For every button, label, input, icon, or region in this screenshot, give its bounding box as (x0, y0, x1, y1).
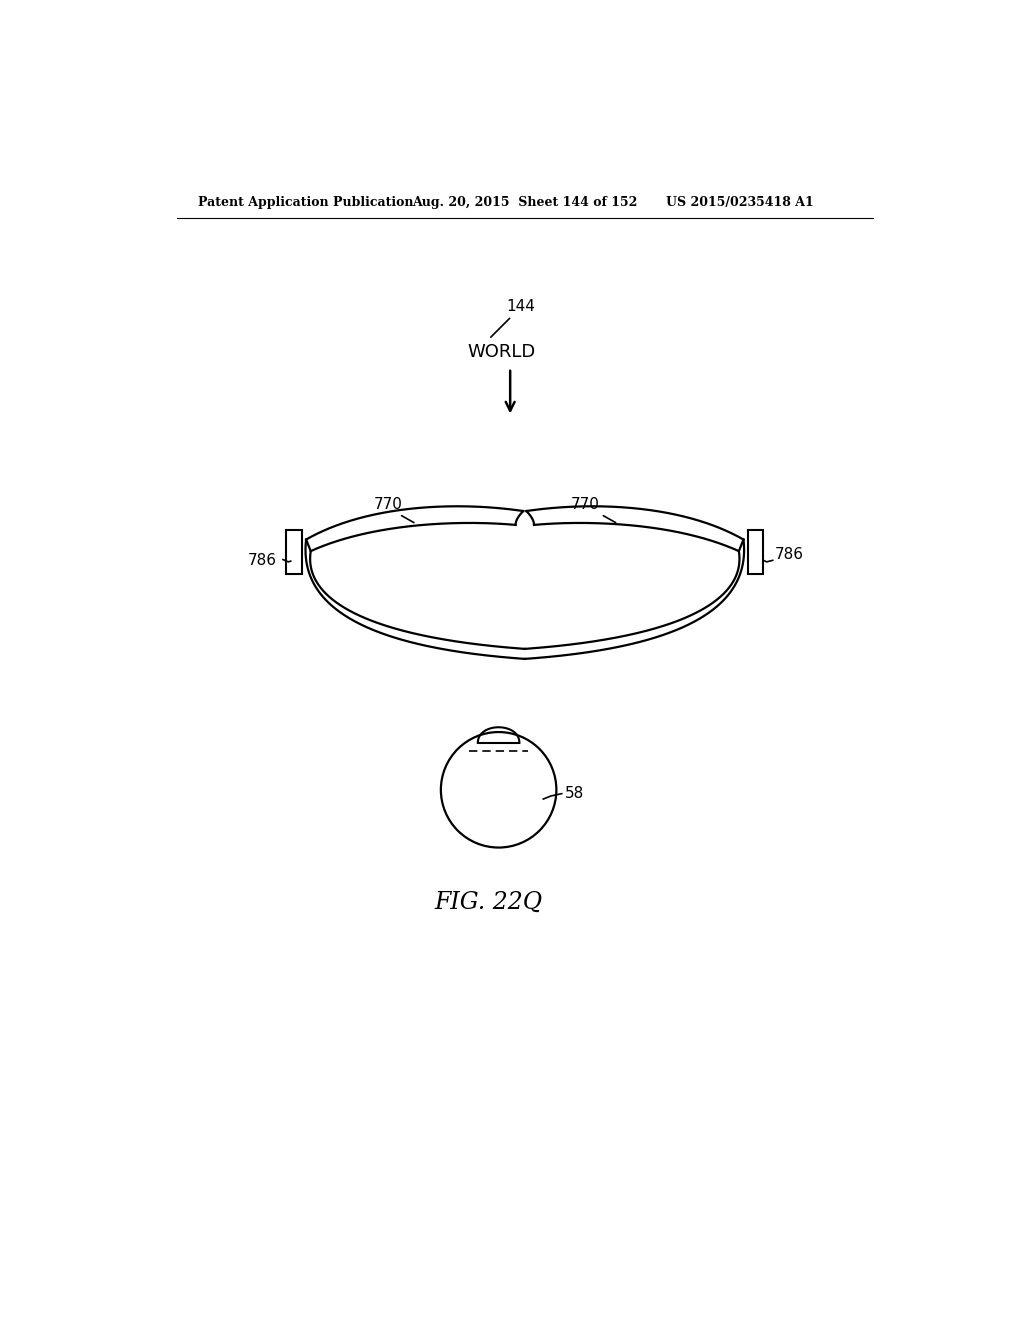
Text: 770: 770 (374, 496, 402, 512)
Text: 58: 58 (565, 785, 584, 800)
Text: 786: 786 (774, 546, 803, 562)
Bar (749, 529, 764, 574)
Text: Aug. 20, 2015  Sheet 144 of 152: Aug. 20, 2015 Sheet 144 of 152 (412, 197, 637, 209)
Text: US 2015/0235418 A1: US 2015/0235418 A1 (666, 197, 813, 209)
Text: Patent Application Publication: Patent Application Publication (199, 197, 414, 209)
Bar (286, 529, 301, 574)
Text: 770: 770 (571, 496, 600, 512)
Text: FIG. 22Q: FIG. 22Q (435, 891, 543, 915)
Text: 144: 144 (506, 298, 536, 314)
Text: WORLD: WORLD (468, 343, 537, 362)
Text: 786: 786 (248, 553, 276, 568)
